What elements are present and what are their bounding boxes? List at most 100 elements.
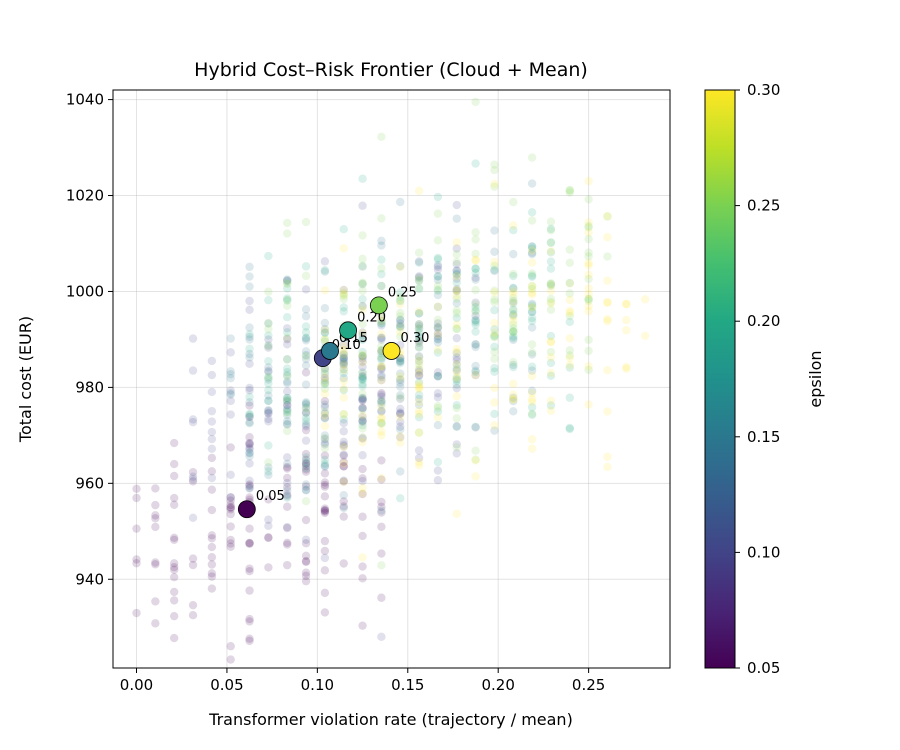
cloud-point bbox=[527, 388, 537, 398]
mean-point-label: 0.10 bbox=[332, 338, 361, 353]
cloud-point bbox=[245, 282, 254, 291]
cloud-point bbox=[490, 286, 499, 295]
cloud-point bbox=[320, 413, 330, 423]
cloud-point bbox=[433, 330, 443, 339]
cloud-point bbox=[584, 400, 593, 409]
cloud-point bbox=[358, 393, 367, 403]
cloud-point bbox=[320, 407, 330, 416]
cloud-point bbox=[301, 380, 311, 389]
cloud-point bbox=[490, 257, 499, 267]
cloud-point bbox=[283, 278, 292, 288]
cloud-point bbox=[320, 504, 330, 513]
cloud-point bbox=[264, 385, 273, 395]
cloud-point bbox=[207, 453, 217, 463]
cloud-point bbox=[264, 251, 273, 261]
cloud-point bbox=[452, 372, 461, 381]
cloud-point bbox=[414, 343, 424, 352]
colorbar-tick-label: 0.05 bbox=[747, 659, 780, 677]
cloud-point bbox=[452, 324, 461, 333]
cloud-point bbox=[433, 329, 443, 338]
cloud-point bbox=[226, 493, 235, 502]
cloud-point bbox=[396, 409, 405, 419]
cloud-point bbox=[339, 353, 348, 362]
cloud-point bbox=[452, 392, 461, 401]
cloud-point bbox=[320, 369, 330, 379]
cloud-point bbox=[283, 284, 292, 293]
cloud-point bbox=[358, 403, 367, 412]
cloud-point bbox=[301, 576, 311, 586]
cloud-point bbox=[527, 249, 537, 259]
cloud-point bbox=[245, 344, 254, 353]
cloud-point bbox=[245, 412, 254, 421]
cloud-point bbox=[509, 289, 518, 299]
cloud-point bbox=[433, 393, 443, 402]
cloud-point bbox=[358, 369, 367, 378]
cloud-point bbox=[396, 408, 405, 417]
cloud-point bbox=[377, 390, 386, 399]
cloud-point bbox=[320, 459, 330, 469]
cloud-point bbox=[433, 407, 443, 416]
cloud-point bbox=[188, 554, 198, 563]
cloud-point bbox=[471, 446, 480, 455]
cloud-point bbox=[358, 410, 367, 420]
cloud-point bbox=[320, 328, 330, 337]
cloud-point bbox=[320, 318, 330, 328]
cloud-point bbox=[151, 597, 160, 606]
cloud-point bbox=[207, 444, 217, 453]
cloud-point bbox=[377, 561, 386, 570]
cloud-point bbox=[527, 248, 537, 258]
cloud-point bbox=[358, 574, 367, 583]
cloud-point bbox=[320, 400, 330, 409]
cloud-point bbox=[283, 279, 292, 289]
cloud-point bbox=[207, 534, 217, 543]
cloud-point bbox=[301, 336, 311, 345]
cloud-point bbox=[546, 248, 556, 257]
cloud-point bbox=[452, 374, 461, 384]
cloud-point bbox=[207, 434, 217, 444]
cloud-point bbox=[527, 272, 537, 281]
cloud-point bbox=[245, 418, 254, 427]
cloud-point bbox=[377, 281, 386, 291]
cloud-point bbox=[301, 217, 311, 227]
cloud-point bbox=[546, 279, 556, 288]
cloud-point bbox=[169, 633, 179, 643]
cloud-point bbox=[414, 367, 424, 376]
cloud-point bbox=[358, 351, 367, 360]
colorbar bbox=[704, 89, 736, 669]
cloud-point bbox=[490, 160, 499, 169]
cloud-point bbox=[509, 298, 518, 308]
cloud-point bbox=[301, 408, 311, 418]
cloud-point bbox=[264, 467, 273, 476]
cloud-point bbox=[546, 299, 556, 308]
cloud-point bbox=[283, 395, 292, 405]
cloud-point bbox=[546, 257, 556, 266]
cloud-point bbox=[320, 378, 330, 388]
cloud-point bbox=[226, 503, 235, 512]
cloud-point bbox=[226, 522, 235, 531]
cloud-point bbox=[433, 334, 443, 343]
cloud-point bbox=[283, 560, 292, 570]
cloud-point bbox=[490, 331, 499, 340]
cloud-point bbox=[584, 223, 593, 232]
cloud-point bbox=[414, 360, 424, 369]
cloud-point bbox=[339, 360, 348, 370]
cloud-point bbox=[396, 315, 405, 324]
colorbar-tick-label: 0.20 bbox=[747, 312, 780, 330]
cloud-point bbox=[377, 593, 386, 602]
cloud-point bbox=[245, 440, 254, 449]
cloud-point bbox=[264, 495, 273, 504]
cloud-point bbox=[377, 419, 386, 428]
cloud-point bbox=[339, 353, 348, 363]
cloud-point bbox=[283, 393, 292, 403]
cloud-point bbox=[396, 425, 405, 434]
cloud-point bbox=[396, 327, 405, 336]
mean-point bbox=[369, 296, 388, 315]
cloud-point bbox=[339, 350, 348, 359]
cloud-point bbox=[622, 299, 631, 309]
cloud-point bbox=[283, 368, 292, 377]
cloud-point bbox=[320, 507, 330, 516]
cloud-point bbox=[301, 285, 311, 294]
cloud-point bbox=[433, 335, 443, 344]
cloud-point bbox=[565, 258, 574, 268]
cloud-point bbox=[452, 250, 461, 259]
